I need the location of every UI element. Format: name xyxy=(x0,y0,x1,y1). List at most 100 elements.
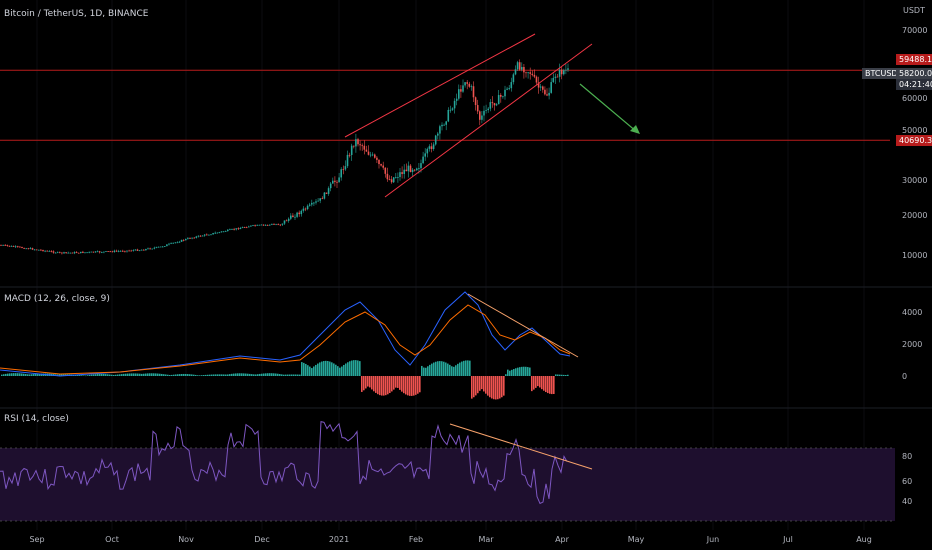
pane-separators[interactable] xyxy=(0,286,932,409)
price-candle-body xyxy=(367,151,370,155)
price-candle-body xyxy=(199,235,202,237)
macd-histogram-bar xyxy=(505,374,507,376)
price-candle-body xyxy=(420,163,422,169)
upper-line-price-tag[interactable]: 59488.12 xyxy=(896,54,932,65)
price-candle-body xyxy=(428,146,431,149)
price-candle-body xyxy=(365,149,368,152)
price-candle-body xyxy=(126,250,128,252)
price-candle-body xyxy=(84,252,86,254)
lower-line-price-tag[interactable]: 40690.35 xyxy=(896,135,932,146)
macd-histogram-bar xyxy=(471,376,473,399)
price-candle-body xyxy=(390,179,393,183)
price-candle-body xyxy=(426,148,429,154)
price-candle-body xyxy=(147,248,149,250)
price-candle-body xyxy=(145,248,147,251)
macd-histogram-bar xyxy=(473,376,475,398)
price-candle-body xyxy=(344,166,347,170)
macd-histogram-bar xyxy=(331,362,333,376)
last-price-tag[interactable]: 58200.00 xyxy=(896,68,932,79)
price-candle-body xyxy=(185,238,187,241)
price-candle-body xyxy=(281,223,284,225)
macd-histogram-bar xyxy=(29,374,31,376)
macd-histogram-bar xyxy=(345,363,347,376)
macd-histogram-bar xyxy=(175,374,177,376)
price-candle-body xyxy=(210,234,212,236)
y-tick: 30000 xyxy=(902,176,928,185)
macd-histogram xyxy=(1,360,569,400)
price-candle-body xyxy=(518,62,521,70)
macd-histogram-bar xyxy=(287,374,289,376)
macd-histogram-bar xyxy=(557,374,559,376)
macd-histogram-bar xyxy=(57,374,59,376)
macd-histogram-bar xyxy=(159,373,161,376)
macd-histogram-bar xyxy=(371,376,373,390)
macd-histogram-bar xyxy=(161,373,163,376)
macd-y-tick: 2000 xyxy=(902,340,923,349)
price-candle-body xyxy=(556,76,559,78)
price-candle-body xyxy=(332,180,334,184)
macd-histogram-bar xyxy=(427,366,429,376)
macd-histogram-bar xyxy=(165,374,167,376)
macd-histogram-bar xyxy=(453,366,455,376)
x-tick: Aug xyxy=(856,535,872,544)
projection-arrow[interactable] xyxy=(579,83,640,134)
price-candle-body xyxy=(178,241,181,243)
macd-histogram-bar xyxy=(149,373,151,376)
price-candle-body xyxy=(290,215,292,219)
macd-histogram-bar xyxy=(385,376,387,396)
macd-label[interactable]: MACD (12, 26, close, 9) xyxy=(4,294,110,304)
macd-histogram-bar xyxy=(15,373,17,376)
macd-histogram-bar xyxy=(463,360,465,376)
macd-histogram-bar xyxy=(205,374,207,376)
macd-histogram-bar xyxy=(415,376,417,395)
macd-histogram-bar xyxy=(455,365,457,376)
macd-histogram-bar xyxy=(131,373,133,376)
macd-histogram-bar xyxy=(199,375,201,376)
macd-histogram-bar xyxy=(267,373,269,376)
macd-histogram-bar xyxy=(527,367,529,376)
price-candle-body xyxy=(535,76,538,83)
arrow-shaft xyxy=(579,83,638,133)
price-candle-body xyxy=(374,154,376,158)
price-candle-body xyxy=(208,234,210,236)
currency-label[interactable]: USDT xyxy=(903,6,925,15)
x-tick: Oct xyxy=(105,535,119,544)
macd-histogram-bar xyxy=(475,376,477,396)
price-candle-body xyxy=(399,172,401,178)
price-candle-body xyxy=(451,108,454,110)
macd-histogram-bar xyxy=(433,362,435,376)
price-candle-body xyxy=(138,250,141,252)
macd-histogram-bar xyxy=(117,374,119,376)
macd-histogram-bar xyxy=(439,361,441,376)
price-candle-body xyxy=(527,72,529,74)
macd-histogram-bar xyxy=(559,374,561,376)
indicator-trendlines[interactable] xyxy=(449,293,593,470)
price-candle-body xyxy=(531,73,534,75)
price-candle-body xyxy=(115,250,118,252)
price-candle-body xyxy=(283,220,286,224)
macd-histogram-bar xyxy=(373,376,375,392)
macd-histogram-bar xyxy=(263,373,265,376)
price-candle-body xyxy=(33,249,36,251)
macd-histogram-bar xyxy=(459,362,461,376)
price-candle-body xyxy=(455,98,458,101)
ascending-channel[interactable] xyxy=(344,33,593,198)
candlestick-series xyxy=(0,59,569,255)
macd-histogram-bar xyxy=(91,374,93,376)
price-candle-body xyxy=(474,97,477,106)
price-candle-body xyxy=(61,252,63,254)
price-candle-body xyxy=(382,165,384,168)
rsi-label[interactable]: RSI (14, close) xyxy=(4,414,69,424)
macd-histogram-bar xyxy=(257,374,259,376)
macd-histogram-bar xyxy=(499,376,501,399)
price-candle-body xyxy=(239,228,242,230)
price-candle-body xyxy=(460,89,462,92)
macd-histogram-bar xyxy=(77,374,79,376)
price-candle-body xyxy=(422,156,424,164)
macd-histogram-bar xyxy=(451,366,453,376)
macd-histogram-bar xyxy=(369,376,371,388)
macd-histogram-bar xyxy=(141,373,143,376)
macd-histogram-bar xyxy=(213,374,215,376)
macd-histogram-bar xyxy=(11,373,13,376)
